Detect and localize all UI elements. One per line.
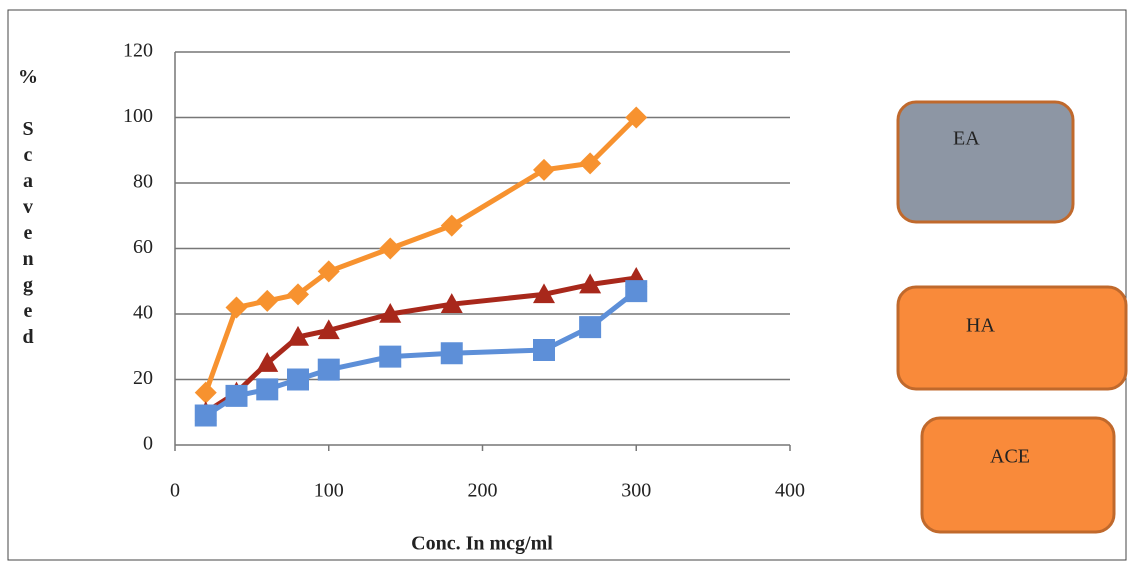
y-tick-label: 20 — [133, 367, 153, 389]
marker — [533, 339, 555, 362]
y-tick-label: 60 — [133, 236, 153, 258]
marker — [287, 325, 309, 346]
y-tick-label: 80 — [133, 171, 153, 193]
x-tick-label: 200 — [468, 480, 498, 502]
marker — [194, 404, 217, 427]
x-axis-label: Conc. In mcg/ml — [411, 533, 553, 555]
marker — [256, 352, 279, 372]
legend-label: EA — [953, 128, 980, 150]
marker — [256, 378, 279, 401]
marker — [625, 106, 648, 129]
y-tick-label: 120 — [123, 40, 153, 62]
legend-label: ACE — [990, 446, 1030, 468]
marker — [379, 303, 402, 323]
legend-box — [896, 285, 1128, 391]
marker — [579, 152, 602, 175]
marker — [379, 345, 402, 368]
y-axis-label: % Scavenged — [17, 66, 39, 352]
marker — [317, 260, 340, 283]
marker — [256, 289, 279, 312]
marker — [225, 384, 248, 407]
series-line — [203, 115, 639, 394]
series-line — [204, 275, 637, 415]
marker — [533, 158, 555, 181]
x-tick-label: 100 — [314, 480, 344, 502]
y-tick-label: 0 — [143, 433, 153, 455]
marker — [440, 293, 463, 313]
marker — [379, 237, 402, 260]
marker — [625, 280, 648, 303]
marker — [317, 358, 340, 381]
marker — [317, 319, 340, 340]
y-tick-label: 40 — [133, 302, 153, 324]
legend-box — [896, 100, 1075, 224]
marker — [579, 316, 602, 339]
legend-label: HA — [966, 315, 995, 337]
marker — [440, 214, 463, 237]
series-line — [204, 289, 638, 418]
marker — [579, 273, 602, 294]
y-tick-label: 100 — [123, 105, 153, 127]
marker — [194, 381, 217, 404]
x-tick-label: 400 — [775, 480, 805, 502]
marker — [287, 283, 309, 306]
legend-box — [920, 416, 1116, 534]
marker — [533, 283, 555, 304]
marker — [287, 368, 309, 391]
x-tick-label: 0 — [170, 480, 180, 502]
marker — [440, 342, 463, 365]
x-tick-label: 300 — [621, 480, 651, 502]
marker — [225, 296, 248, 319]
frame — [7, 9, 1127, 561]
